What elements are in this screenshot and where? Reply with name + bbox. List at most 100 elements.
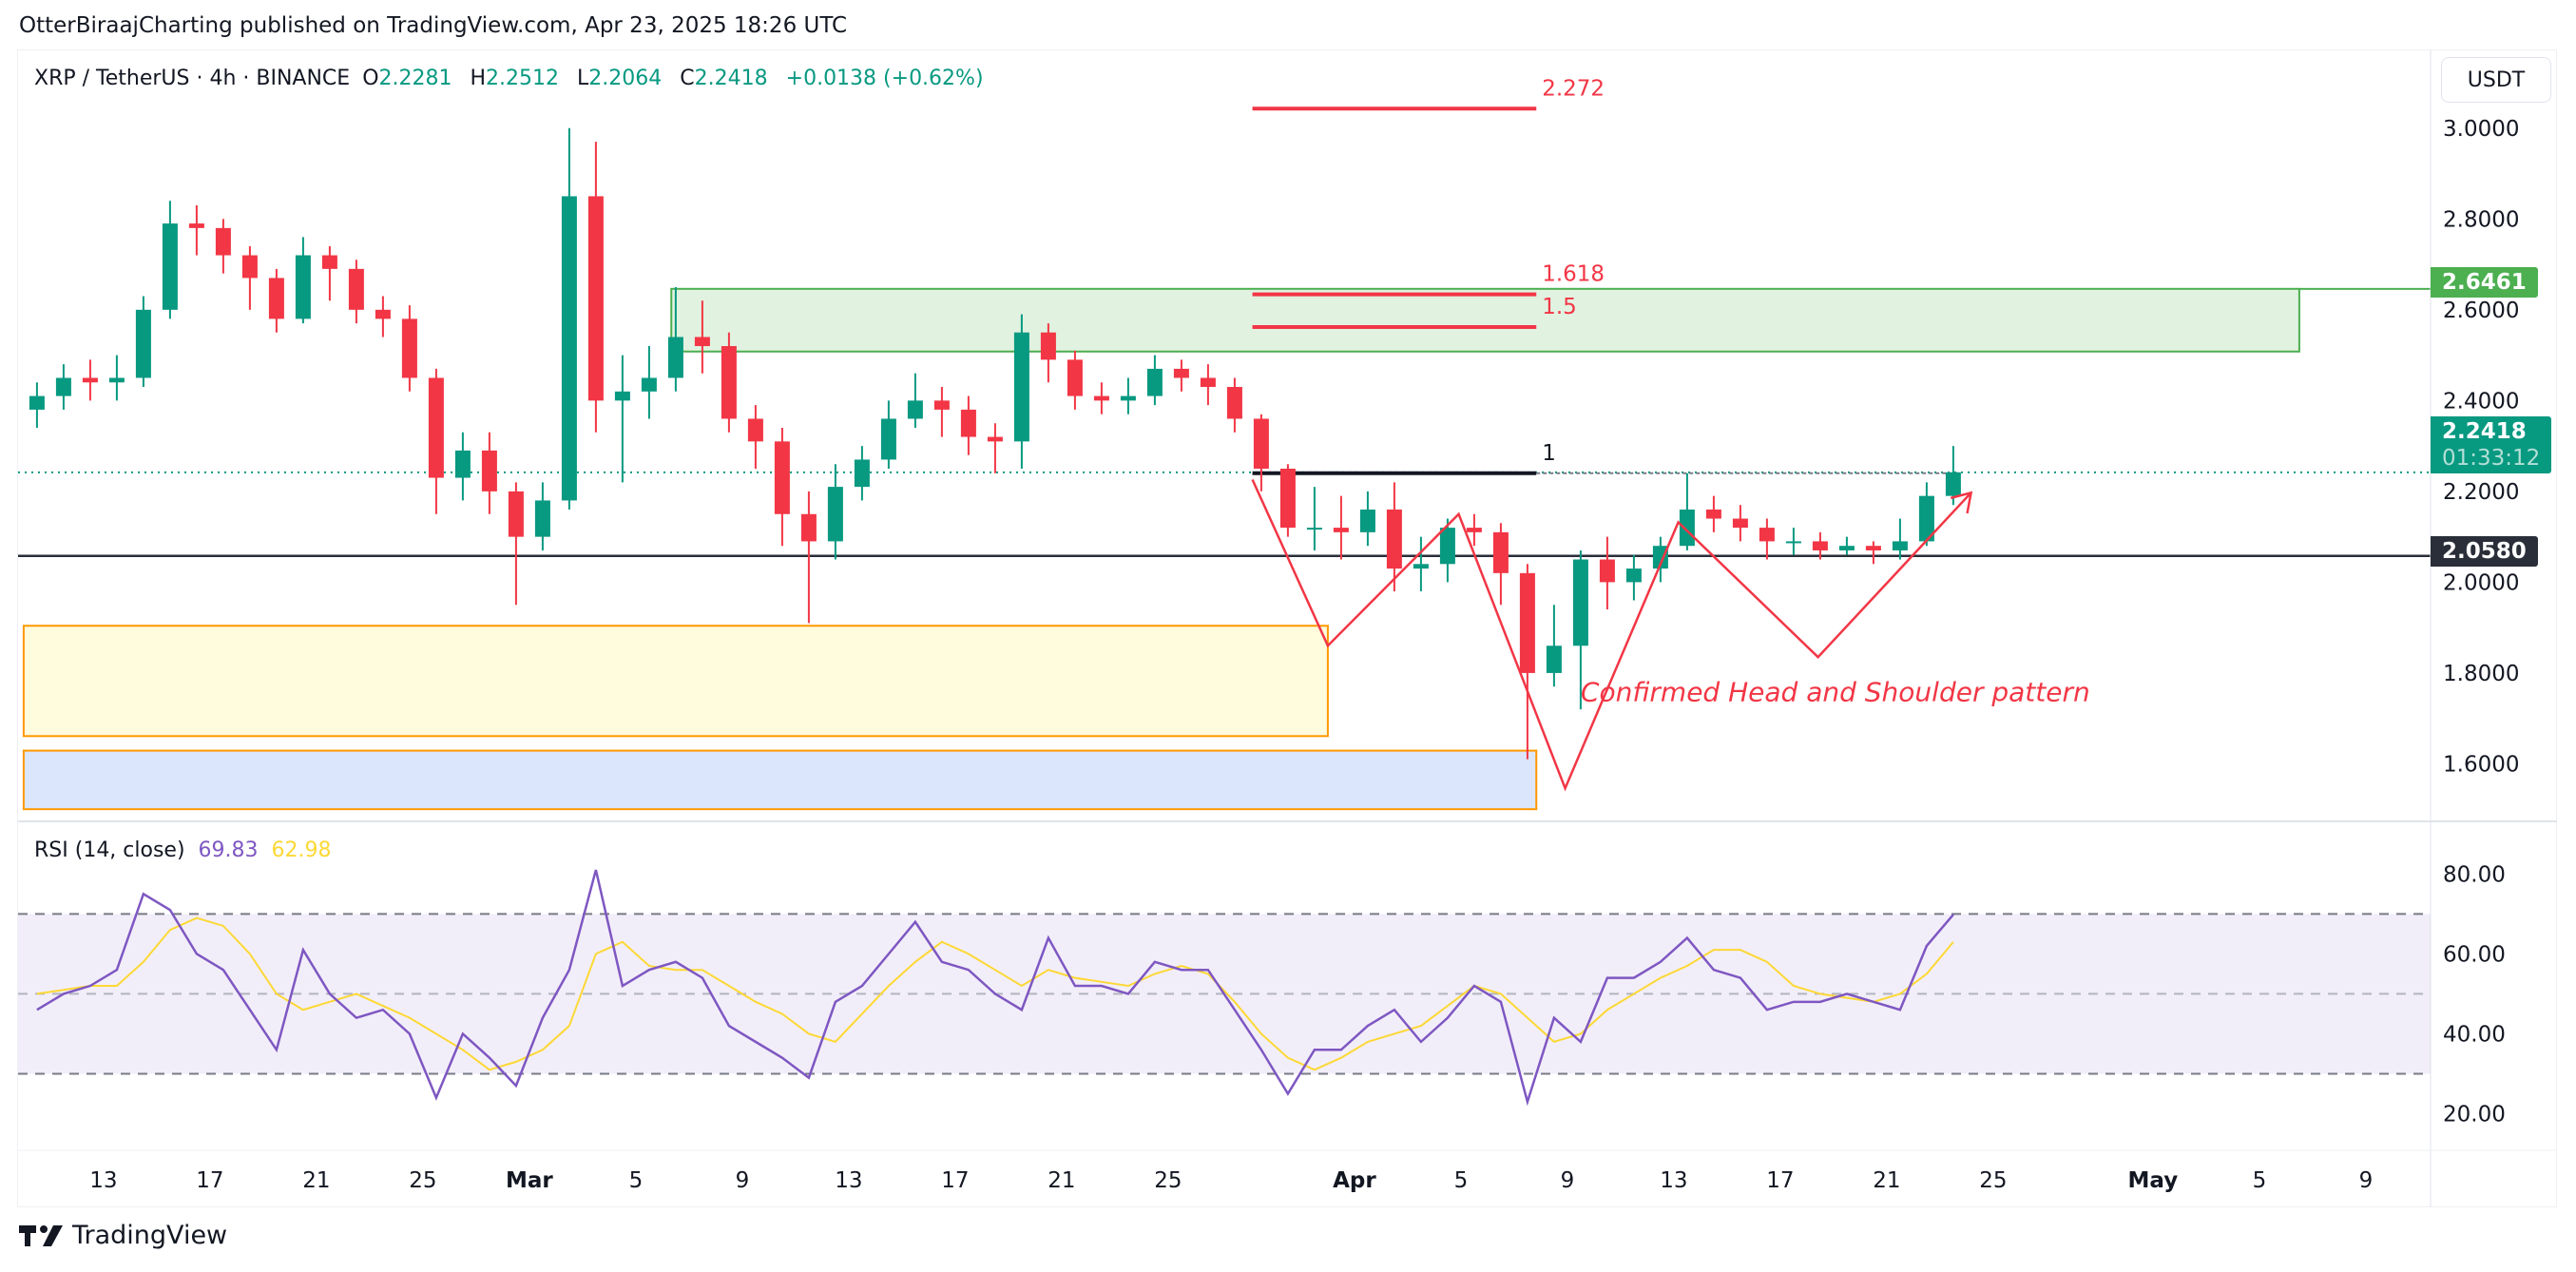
pattern-arrowhead bbox=[1950, 491, 1973, 514]
candle-body bbox=[1120, 395, 1136, 401]
symbol-name[interactable]: XRP / TetherUS · 4h · BINANCE bbox=[34, 67, 351, 90]
time-tick: 21 bbox=[302, 1168, 330, 1193]
last-price-value: 2.2418 bbox=[2442, 419, 2527, 444]
rsi-value: 69.83 bbox=[198, 838, 259, 862]
fib-label-1.618: 1.618 bbox=[1542, 262, 1605, 287]
rsi-label[interactable]: RSI (14, close) bbox=[34, 838, 185, 862]
currency-unit-button[interactable]: USDT bbox=[2441, 57, 2551, 103]
price-tick: 2.2000 bbox=[2443, 480, 2519, 505]
candle-body bbox=[1413, 564, 1429, 569]
candle-body bbox=[1705, 509, 1721, 519]
candle-body bbox=[721, 346, 737, 419]
candle-body bbox=[241, 255, 258, 279]
candle-body bbox=[1492, 531, 1509, 573]
rsi-tick: 40.00 bbox=[2443, 1022, 2506, 1047]
footer-brand[interactable]: TradingView bbox=[19, 1221, 227, 1250]
price-pane: 1 1.5 1.618 2.272 Confirmed Head and Shoulde… bbox=[18, 76, 2431, 811]
rsi-tick: 60.00 bbox=[2443, 942, 2506, 967]
candle-body bbox=[1625, 569, 1642, 583]
time-tick: 21 bbox=[1048, 1168, 1075, 1193]
candle-body bbox=[854, 459, 870, 488]
candle-body bbox=[215, 227, 231, 256]
time-tick: 5 bbox=[2253, 1168, 2267, 1193]
chart-frame bbox=[17, 49, 2557, 1207]
time-tick: 13 bbox=[1660, 1168, 1687, 1193]
candle-body bbox=[614, 391, 630, 401]
low-label: L bbox=[577, 67, 589, 90]
time-tick: 13 bbox=[89, 1168, 117, 1193]
candle-body bbox=[1865, 546, 1881, 550]
candle-body bbox=[454, 450, 471, 478]
candle-body bbox=[162, 223, 178, 310]
change-value: +0.0138 (+0.62%) bbox=[785, 67, 984, 90]
tradingview-logo-icon bbox=[19, 1224, 63, 1246]
time-tick: 9 bbox=[1561, 1168, 1575, 1193]
time-tick: Apr bbox=[1333, 1168, 1376, 1193]
candle-body bbox=[401, 318, 417, 378]
open-value: 2.2281 bbox=[378, 67, 452, 90]
candle-body bbox=[29, 395, 45, 410]
candle-body bbox=[800, 513, 817, 542]
candle-body bbox=[1253, 418, 1269, 469]
candle-body bbox=[1226, 387, 1242, 419]
close-value: 2.2418 bbox=[694, 67, 768, 90]
candle-body bbox=[55, 377, 71, 396]
candle-body bbox=[1200, 377, 1216, 388]
candle-body bbox=[1333, 528, 1349, 532]
candle-body bbox=[1599, 559, 1615, 583]
publisher-line: OtterBiraajCharting published on Trading… bbox=[19, 13, 848, 38]
time-tick: 5 bbox=[1454, 1168, 1469, 1193]
candle-body bbox=[1359, 509, 1375, 532]
candle-body bbox=[933, 400, 950, 410]
candle-body bbox=[1732, 518, 1748, 529]
candle-body bbox=[321, 255, 337, 269]
low-value: 2.2064 bbox=[588, 67, 663, 90]
rsi-legend: RSI (14, close) 69.83 62.98 bbox=[34, 838, 332, 862]
candle-body bbox=[1918, 495, 1934, 542]
high-label: H bbox=[470, 67, 487, 90]
bar-countdown: 01:33:12 bbox=[2442, 446, 2541, 471]
time-tick: 5 bbox=[629, 1168, 644, 1193]
price-tick: 2.6000 bbox=[2443, 299, 2519, 323]
candle-body bbox=[1838, 546, 1855, 550]
support-price-label: 2.0580 bbox=[2431, 536, 2538, 567]
supply-zone bbox=[670, 287, 2300, 353]
close-label: C bbox=[680, 67, 695, 90]
candle-body bbox=[960, 409, 976, 437]
price-tick: 2.4000 bbox=[2443, 389, 2519, 414]
candle-body bbox=[880, 418, 896, 460]
candle-body bbox=[694, 337, 710, 347]
rsi-tick: 20.00 bbox=[2443, 1103, 2506, 1127]
candle-body bbox=[561, 196, 577, 501]
candle-body bbox=[188, 223, 204, 228]
candle-body bbox=[135, 309, 151, 378]
demand-zone-blue bbox=[22, 749, 1538, 811]
candle-body bbox=[1040, 332, 1056, 360]
head-and-shoulders-pattern bbox=[1251, 478, 1972, 792]
candle-body bbox=[1572, 559, 1588, 646]
rsi-ma-value: 62.98 bbox=[271, 838, 332, 862]
candle-body bbox=[987, 436, 1003, 442]
candle-body bbox=[428, 377, 444, 478]
rsi-tick: 80.00 bbox=[2443, 862, 2506, 887]
pattern-label: Confirmed Head and Shoulder pattern bbox=[1581, 677, 2090, 708]
candle-body bbox=[1812, 541, 1828, 550]
time-tick: 17 bbox=[941, 1168, 969, 1193]
candle-body bbox=[1067, 359, 1083, 396]
time-tick: 25 bbox=[1979, 1168, 2007, 1193]
candle-body bbox=[827, 487, 843, 542]
candle-body bbox=[508, 491, 524, 537]
candle-body bbox=[1945, 472, 1961, 496]
candle-body bbox=[295, 255, 311, 319]
price-tick: 2.8000 bbox=[2443, 207, 2519, 232]
candle-body bbox=[375, 309, 391, 319]
candle-body bbox=[82, 377, 98, 383]
candle-body bbox=[907, 400, 923, 419]
candle-body bbox=[1173, 368, 1189, 378]
demand-zone-yellow bbox=[22, 625, 1329, 738]
time-tick: 21 bbox=[1873, 1168, 1900, 1193]
candle-body bbox=[108, 377, 125, 383]
high-value: 2.2512 bbox=[486, 67, 560, 90]
candle-body bbox=[1093, 395, 1109, 401]
